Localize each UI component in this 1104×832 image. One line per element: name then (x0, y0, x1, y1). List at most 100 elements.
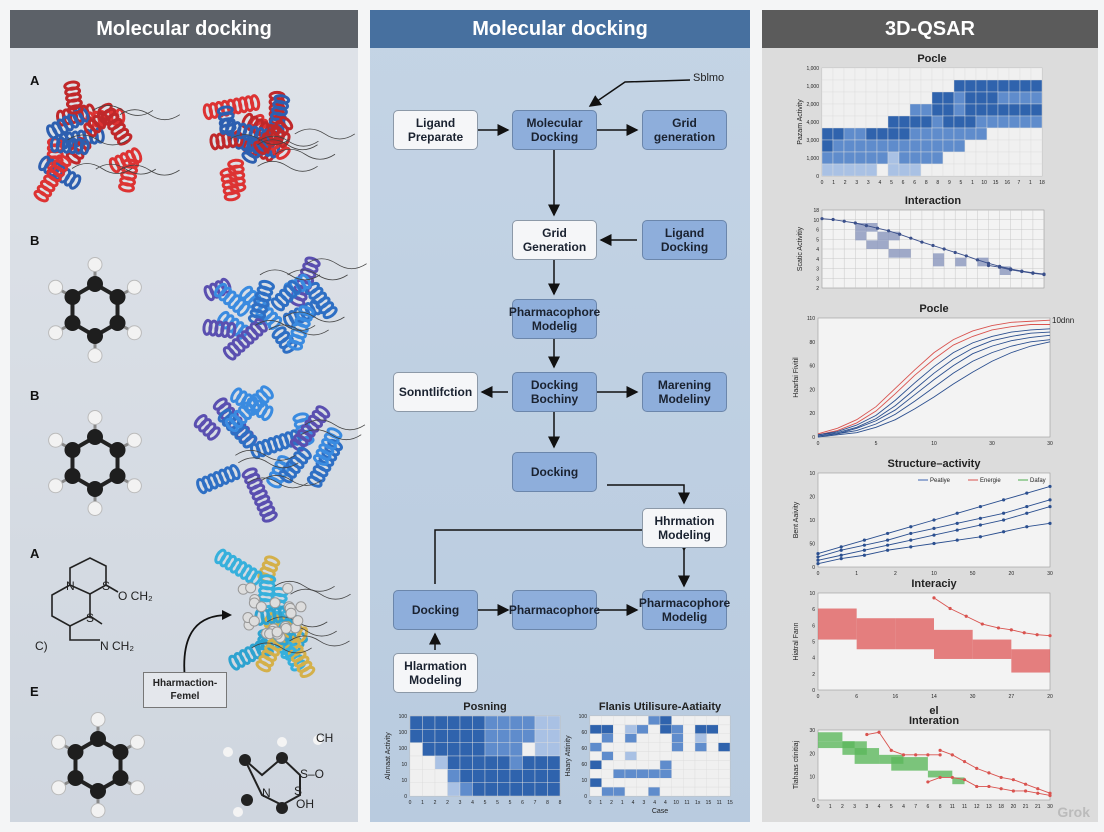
heatmap-cell (547, 769, 561, 783)
heatmap-cell (459, 742, 473, 757)
flow-box-hlarmation-modeling: Hlarmation Modeling (393, 653, 478, 693)
data-point (862, 548, 867, 552)
heatmap-cell (1019, 91, 1032, 105)
heatmap-cell (659, 769, 672, 779)
x-tick-label: 21 (1035, 804, 1041, 810)
data-point (909, 538, 913, 542)
series-line (817, 319, 1051, 435)
hydrogen-atom (87, 348, 103, 363)
heatmap-cell (472, 769, 486, 783)
y-tick-label: 20 (809, 751, 815, 757)
data-point (1025, 491, 1029, 495)
data-point (950, 753, 954, 757)
heatmap-cell (718, 724, 731, 734)
loop-strand (254, 320, 316, 331)
heatmap-cell (964, 163, 977, 177)
x-tick-label: 2 (894, 571, 897, 577)
x-tick-label: 5 (875, 441, 878, 447)
heatmap-cell (706, 760, 719, 770)
x-tick-label: 6 (927, 804, 930, 810)
heatmap-cell (472, 729, 486, 743)
hydrogen-atom (87, 257, 103, 272)
heatmap-cell (636, 786, 649, 797)
carbon-atom (90, 783, 106, 799)
heatmap-cell (409, 782, 423, 797)
heatmap-cell (694, 715, 707, 726)
heatmap-cell (821, 79, 834, 93)
heatmap-cell (671, 760, 684, 770)
x-tick-label: 8 (546, 800, 549, 806)
data-point (1020, 269, 1024, 274)
heatmap-cell (997, 115, 1010, 129)
heatmap-cell (601, 760, 614, 770)
data-point (1048, 498, 1052, 502)
loop-strand (287, 269, 348, 281)
x-tick-label: 16 (1004, 180, 1010, 186)
x-tick-label: 5 (509, 800, 512, 806)
heatmap-cell (601, 786, 614, 797)
heatmap-cell (909, 115, 922, 129)
heatmap-cell (865, 103, 878, 117)
heatmap-cell (887, 151, 900, 165)
heatmap-cell (1019, 79, 1032, 93)
heatmap-cell (920, 103, 933, 117)
helix-turn (66, 104, 84, 115)
heatmap-cell (718, 769, 731, 779)
mid-heatmap-2: Flanis Utilisure-Aatiaity Haary Attinity C… (565, 701, 733, 815)
helix-turn (261, 510, 278, 523)
heatmap-cell (447, 769, 461, 783)
y-axis-label: Haary Attinity (565, 735, 572, 777)
x-tick-label: 3 (642, 800, 645, 806)
heatmap-cell (613, 778, 626, 788)
hydrogen-atom (126, 432, 142, 448)
annotation-label: Sblmo (693, 72, 725, 84)
heatmap-cell (547, 715, 561, 730)
x-tick-label: 15 (993, 180, 999, 186)
heatmap-cell (613, 760, 626, 770)
figure-label-a: A (30, 73, 40, 88)
heatmap-cell (931, 91, 944, 105)
heatmap-cell (964, 79, 977, 93)
y-tick-label: 100 (399, 746, 408, 752)
x-tick-label: 7 (914, 804, 917, 810)
heatmap-cell (447, 742, 461, 757)
x-tick-label: 14 (931, 694, 937, 700)
plot-area (817, 729, 1051, 801)
heatmap-cell (876, 163, 889, 177)
data-point (999, 775, 1003, 780)
heatmap-cell (671, 786, 684, 797)
heatmap-cell (975, 103, 988, 117)
helix-turn (226, 321, 237, 339)
heatmap-cell (547, 729, 561, 743)
series-line (817, 324, 1050, 436)
heatmap-cell (484, 729, 498, 743)
heatmap-cell (683, 751, 696, 761)
chemical-structure-diagram: N S S O CH₂ N CH₂ C) (35, 557, 153, 653)
y-tick-label: 3,000 (806, 138, 819, 144)
data-point (948, 606, 952, 611)
callout-label: Hharmaction- Femel (143, 672, 227, 708)
heatmap-cell (997, 79, 1010, 93)
x-tick-label: 11 (717, 800, 722, 806)
data-point (831, 217, 835, 222)
flow-box-sonntlifction: Sonntlifction (393, 372, 478, 412)
heatmap-cell (843, 103, 856, 117)
y-tick-label: 10 (809, 591, 815, 597)
x-tick-label: 1 (599, 800, 602, 806)
carbon-atom (64, 468, 81, 484)
x-tick-label: 27 (1009, 694, 1015, 700)
data-point (932, 526, 936, 530)
heatmap-cell (942, 91, 955, 105)
series-line (817, 341, 1051, 438)
data-point (1035, 633, 1039, 637)
heatmap-cell (920, 91, 933, 105)
flow-box-docking-1: Docking (512, 452, 597, 492)
data-point (898, 232, 902, 236)
x-tick-label: 1 (971, 180, 974, 186)
benzene-molecule-2 (48, 410, 142, 516)
heatmap-cell (876, 79, 889, 93)
y-tick-label: 18 (813, 208, 819, 214)
heatmap-cell (986, 163, 999, 177)
heatmap-cell (821, 127, 834, 141)
heatmap-cell (1008, 163, 1021, 177)
